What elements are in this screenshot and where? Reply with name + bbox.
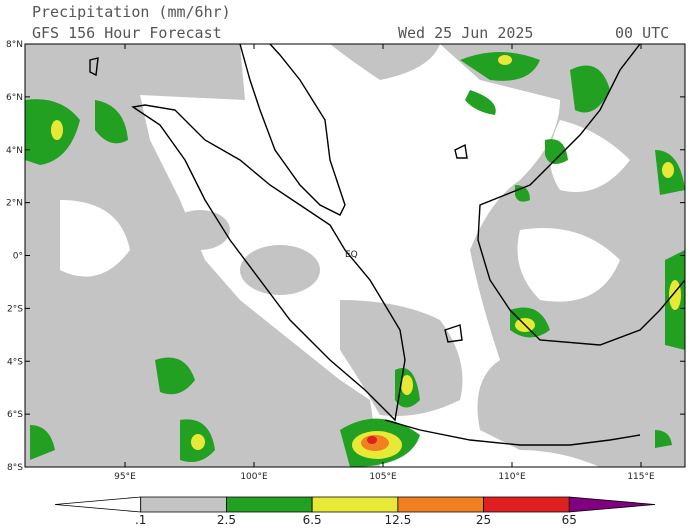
precip-white: [60, 120, 630, 302]
lat-label: 4°N: [6, 146, 23, 156]
colorbar-segment: [140, 496, 227, 513]
time: 00 UTC: [615, 24, 669, 42]
island: [89, 57, 99, 77]
borneo-coast: [477, 44, 685, 346]
colorbar-segment: [226, 496, 313, 513]
lat-label: 6°N: [6, 93, 23, 103]
lat-label: 8°N: [6, 40, 23, 50]
colorbar-segment: [483, 496, 570, 513]
colorbar-segment: [311, 496, 399, 513]
subtitle: GFS 156 Hour Forecast: [32, 24, 222, 42]
island: [444, 324, 463, 343]
colorbar-label: 65: [562, 513, 577, 525]
lon-label: 105°E: [369, 472, 397, 482]
precip-yellow: [51, 55, 681, 459]
sumatra-coast: [131, 104, 406, 422]
date: Wed 25 Jun 2025: [398, 24, 533, 42]
lat-label: 6°S: [7, 410, 23, 420]
equator-label: EQ: [345, 250, 358, 260]
colorbar-label: 25: [476, 513, 491, 525]
coastlines: [89, 44, 685, 446]
java-coast: [384, 419, 641, 446]
lat-label: 2°N: [6, 199, 23, 209]
colorbar-label: .1: [135, 513, 146, 525]
colorbar-label: 6.5: [303, 513, 322, 525]
lat-label: 8°S: [7, 463, 23, 473]
malay-coast: [239, 44, 346, 216]
lon-label: 115°E: [627, 472, 655, 482]
island: [454, 143, 468, 159]
colorbar-label: 2.5: [217, 513, 236, 525]
colorbar-label: 12.5: [384, 513, 411, 525]
lon-label: 100°E: [240, 472, 268, 482]
title: Precipitation (mm/6hr): [32, 3, 231, 21]
lon-label: 110°E: [498, 472, 526, 482]
colorbar: .1 2.5 6.5 12.5 25 65: [54, 496, 656, 527]
lon-label: 95°E: [114, 472, 136, 482]
colorbar-segment: [397, 496, 484, 513]
map-area: [25, 44, 685, 467]
axes: 8°N 6°N 4°N 2°N 0° 2°S 4°S 6°S 8°S 95°E 100°E 105°E…: [6, 40, 685, 482]
colorbar-segment: [54, 496, 142, 513]
colorbar-segment: [568, 496, 656, 513]
lat-label: 0°: [13, 252, 23, 262]
lat-label: 2°S: [7, 304, 23, 314]
precip-orange: [361, 435, 389, 451]
lat-label: 4°S: [7, 357, 23, 367]
